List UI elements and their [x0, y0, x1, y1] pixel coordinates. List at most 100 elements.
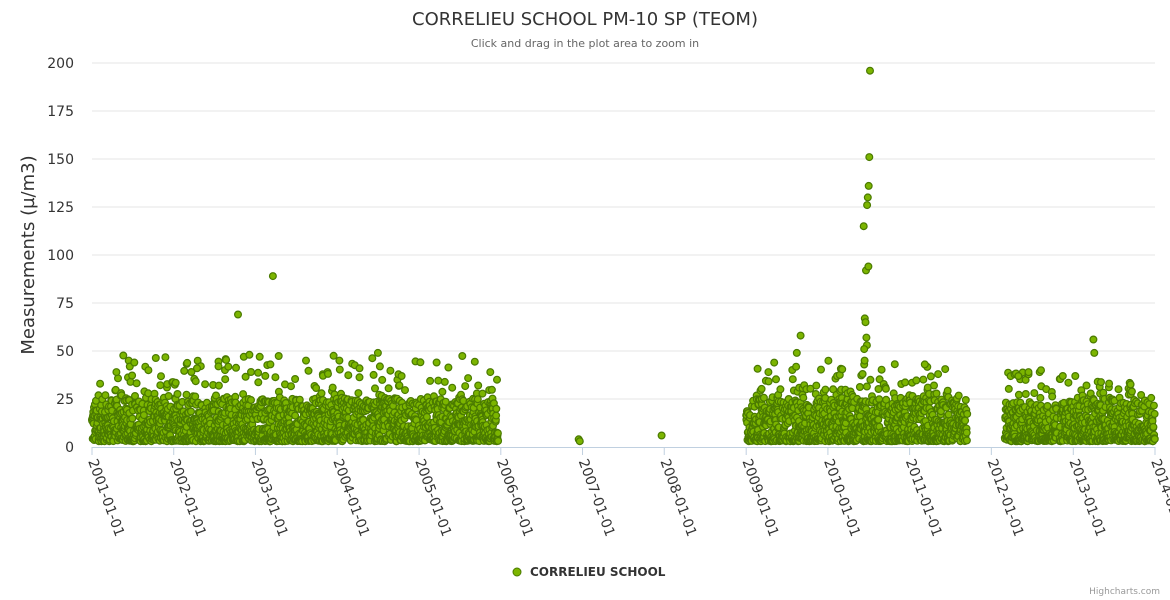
data-point[interactable]: [335, 365, 344, 374]
data-point[interactable]: [1021, 390, 1030, 399]
data-point[interactable]: [1004, 384, 1013, 393]
data-point[interactable]: [201, 380, 210, 389]
data-point[interactable]: [426, 376, 435, 385]
data-point[interactable]: [130, 358, 139, 367]
data-point[interactable]: [222, 355, 231, 364]
data-point[interactable]: [812, 381, 821, 390]
data-point[interactable]: [792, 348, 801, 357]
data-point[interactable]: [799, 393, 808, 402]
data-point[interactable]: [759, 393, 768, 402]
data-point[interactable]: [187, 407, 196, 416]
data-point[interactable]: [291, 375, 300, 384]
data-point[interactable]: [173, 390, 182, 399]
data-point[interactable]: [816, 365, 825, 374]
data-point[interactable]: [193, 364, 202, 373]
data-point[interactable]: [1090, 348, 1099, 357]
data-point[interactable]: [212, 391, 221, 400]
data-point[interactable]: [493, 375, 502, 384]
data-point[interactable]: [464, 374, 473, 383]
data-point[interactable]: [944, 410, 953, 419]
data-point[interactable]: [386, 366, 395, 375]
data-point[interactable]: [865, 153, 874, 162]
data-point[interactable]: [860, 345, 869, 354]
data-point[interactable]: [131, 392, 140, 401]
data-point[interactable]: [401, 386, 410, 395]
data-point[interactable]: [1149, 401, 1158, 410]
data-point[interactable]: [395, 381, 404, 390]
data-point[interactable]: [863, 201, 872, 210]
data-point[interactable]: [796, 331, 805, 340]
data-point[interactable]: [461, 382, 470, 391]
data-point[interactable]: [1105, 379, 1114, 388]
data-point[interactable]: [962, 428, 971, 437]
data-point[interactable]: [214, 381, 223, 390]
data-point[interactable]: [864, 262, 873, 271]
data-point[interactable]: [961, 396, 970, 405]
data-point[interactable]: [961, 416, 970, 425]
data-point[interactable]: [245, 350, 254, 359]
data-point[interactable]: [268, 272, 277, 281]
data-point[interactable]: [287, 382, 296, 391]
data-point[interactable]: [963, 409, 972, 418]
data-point[interactable]: [1036, 366, 1045, 375]
data-point[interactable]: [1048, 392, 1057, 401]
data-point[interactable]: [788, 375, 797, 384]
data-point[interactable]: [355, 373, 364, 382]
data-point[interactable]: [444, 363, 453, 372]
data-point[interactable]: [859, 222, 868, 231]
data-point[interactable]: [422, 412, 431, 421]
data-point[interactable]: [335, 356, 344, 365]
data-point[interactable]: [164, 392, 173, 401]
data-point[interactable]: [329, 351, 338, 360]
data-point[interactable]: [266, 360, 275, 369]
data-point[interactable]: [792, 362, 801, 371]
data-point[interactable]: [144, 366, 153, 375]
data-point[interactable]: [221, 375, 230, 384]
data-point[interactable]: [474, 381, 483, 390]
data-point[interactable]: [302, 356, 311, 365]
data-point[interactable]: [255, 352, 264, 361]
data-point[interactable]: [232, 363, 241, 372]
data-point[interactable]: [494, 436, 503, 445]
data-point[interactable]: [261, 371, 270, 380]
data-point[interactable]: [1150, 435, 1159, 444]
data-point[interactable]: [657, 431, 666, 440]
data-point[interactable]: [180, 366, 189, 375]
data-point[interactable]: [156, 381, 165, 390]
data-point[interactable]: [890, 360, 899, 369]
data-point[interactable]: [187, 368, 196, 377]
data-point[interactable]: [139, 411, 148, 420]
data-point[interactable]: [962, 436, 971, 445]
data-point[interactable]: [1014, 390, 1023, 399]
data-point[interactable]: [860, 356, 869, 365]
data-point[interactable]: [862, 382, 871, 391]
data-point[interactable]: [317, 389, 326, 398]
data-point[interactable]: [912, 376, 921, 385]
data-point[interactable]: [432, 358, 441, 367]
legend-marker-icon[interactable]: [512, 567, 522, 577]
legend[interactable]: CORRELIEU SCHOOL: [512, 565, 666, 579]
data-point[interactable]: [416, 358, 425, 367]
data-point[interactable]: [304, 366, 313, 375]
data-point[interactable]: [354, 389, 363, 398]
data-point[interactable]: [438, 387, 447, 396]
data-point[interactable]: [1058, 372, 1067, 381]
data-point[interactable]: [757, 384, 766, 393]
data-point[interactable]: [877, 365, 886, 374]
data-point[interactable]: [861, 318, 870, 327]
data-point[interactable]: [369, 370, 378, 379]
data-point[interactable]: [575, 437, 584, 446]
data-point[interactable]: [1064, 378, 1073, 387]
data-point[interactable]: [934, 370, 943, 379]
data-point[interactable]: [440, 377, 449, 386]
data-point[interactable]: [182, 390, 191, 399]
data-point[interactable]: [954, 391, 963, 400]
data-point[interactable]: [1127, 387, 1136, 396]
data-point[interactable]: [241, 372, 250, 381]
data-point[interactable]: [941, 365, 950, 374]
data-point[interactable]: [920, 360, 929, 369]
data-point[interactable]: [254, 368, 263, 377]
data-point[interactable]: [1014, 372, 1023, 381]
data-point[interactable]: [753, 364, 762, 373]
